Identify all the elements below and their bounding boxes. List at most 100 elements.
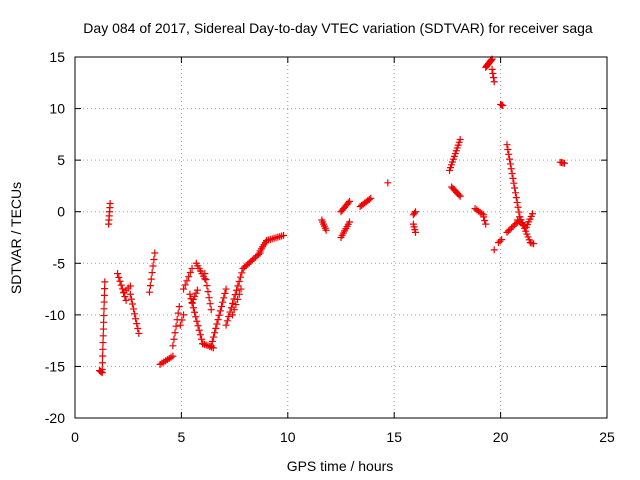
data-point: [482, 220, 490, 228]
data-point: [98, 359, 106, 367]
data-point: [511, 189, 519, 197]
y-tick-label: -15: [45, 358, 65, 374]
data-point: [280, 231, 288, 239]
data-point: [214, 316, 222, 324]
data-point: [99, 339, 107, 347]
y-tick-label: 0: [57, 204, 65, 220]
axis-ticks: 0 5 10 15 20 25 15 10 5 0 -5 -10 -15 -20: [45, 49, 615, 445]
data-point: [131, 310, 139, 318]
y-axis-label: SDTVAR / TECUs: [8, 182, 24, 294]
data-point: [513, 198, 521, 206]
data-point: [346, 218, 354, 226]
data-point: [116, 277, 124, 285]
data-point: [229, 299, 237, 307]
data-point: [96, 367, 104, 375]
data-point: [494, 239, 502, 247]
data-point: [194, 322, 202, 330]
data-point: [496, 237, 504, 245]
data-point: [115, 273, 123, 281]
x-tick-label: 15: [386, 429, 402, 445]
data-point: [512, 194, 520, 202]
data-point: [134, 325, 142, 333]
data-point: [455, 191, 463, 199]
data-point: [99, 332, 107, 340]
plot-frame: [74, 56, 608, 419]
data-point: [172, 322, 180, 330]
data-point: [505, 227, 513, 235]
data-point: [487, 56, 495, 64]
data-point: [220, 294, 228, 302]
data-point: [456, 136, 464, 144]
data-point: [490, 78, 498, 86]
data-point: [515, 208, 523, 216]
data-point: [201, 270, 209, 278]
data-point: [100, 312, 108, 320]
data-point: [132, 315, 140, 323]
data-point: [180, 285, 188, 293]
y-tick-label: -5: [53, 255, 66, 271]
data-point: [346, 197, 354, 205]
data-point: [151, 249, 159, 257]
data-point: [235, 290, 243, 298]
data-point: [185, 273, 193, 281]
x-tick-label: 25: [599, 429, 615, 445]
data-point: [135, 329, 143, 337]
data-point: [384, 179, 392, 187]
data-point: [456, 192, 464, 200]
x-tick-label: 20: [493, 429, 509, 445]
data-point: [106, 199, 114, 207]
data-point: [507, 165, 515, 173]
y-tick-label: -10: [45, 307, 65, 323]
data-point: [504, 145, 512, 153]
data-point: [235, 278, 243, 286]
data-point: [234, 282, 242, 290]
data-point: [209, 333, 217, 341]
data-point: [322, 226, 330, 234]
data-point: [130, 305, 138, 313]
data-point: [498, 236, 506, 244]
data-point: [192, 289, 200, 297]
data-point: [100, 318, 108, 326]
data-point: [101, 285, 109, 293]
data-point: [225, 312, 233, 320]
data-point: [169, 342, 177, 350]
data-point: [100, 305, 108, 313]
data-point: [514, 203, 522, 211]
data-point: [100, 291, 108, 299]
data-point: [192, 313, 200, 321]
data-point: [126, 282, 134, 290]
data-point: [186, 290, 194, 298]
x-tick-label: 5: [178, 429, 186, 445]
data-point: [489, 70, 497, 78]
data-point: [145, 288, 153, 296]
data-point: [99, 345, 107, 353]
data-point: [529, 210, 537, 218]
y-tick-label: 10: [49, 101, 65, 117]
data-point: [196, 331, 204, 339]
data-point: [169, 352, 177, 360]
data-point: [560, 159, 568, 167]
data-point: [202, 276, 210, 284]
data-point: [511, 184, 519, 192]
data-point: [234, 295, 242, 303]
data-point: [175, 303, 183, 311]
data-point: [99, 325, 107, 333]
data-point: [510, 179, 518, 187]
y-tick-label: 15: [49, 49, 65, 65]
data-point: [203, 282, 211, 290]
data-point: [207, 306, 215, 314]
data-point: [208, 337, 216, 345]
data-point: [122, 296, 130, 304]
data-point: [193, 286, 201, 294]
data-point: [490, 246, 498, 254]
data-point: [503, 141, 511, 149]
data-point: [411, 228, 419, 236]
data-point: [490, 74, 498, 82]
data-point: [509, 222, 517, 230]
data-point: [219, 298, 227, 306]
data-point: [191, 308, 199, 316]
data-point: [506, 155, 514, 163]
data-point: [181, 281, 189, 289]
data-point: [186, 269, 194, 277]
